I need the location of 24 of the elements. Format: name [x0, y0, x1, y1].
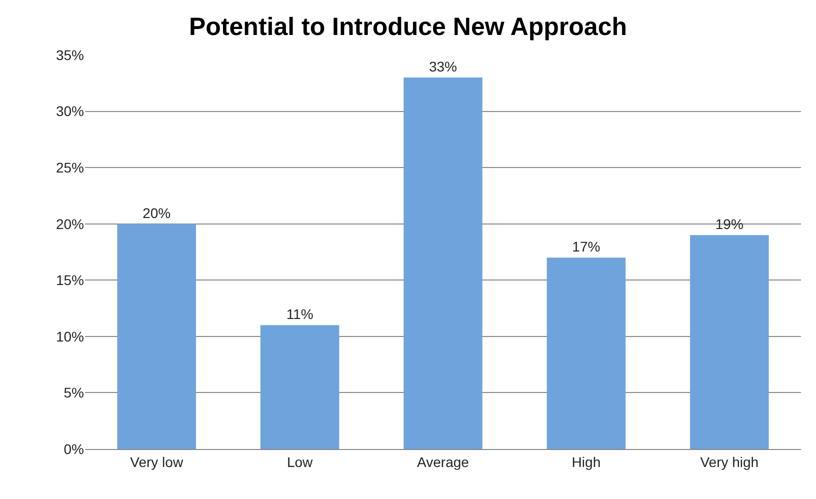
bar	[690, 235, 769, 449]
y-tick-label: 30%	[56, 103, 84, 120]
data-label: 11%	[286, 306, 314, 322]
x-tick-label: Average	[417, 454, 470, 470]
bar	[260, 325, 340, 449]
x-tick-label: Very high	[700, 454, 759, 470]
data-label: 20%	[142, 204, 171, 221]
y-tick-label: 5%	[64, 384, 84, 401]
data-label: 17%	[572, 238, 600, 255]
bar	[117, 224, 196, 449]
y-tick-label: 15%	[56, 272, 84, 288]
y-tick-label: 25%	[56, 159, 84, 176]
x-tick-label: Very low	[130, 454, 184, 470]
x-tick-label: Low	[286, 454, 314, 470]
bar	[404, 78, 482, 449]
data-label: 33%	[428, 58, 458, 75]
y-tick-label: 35%	[56, 46, 84, 63]
y-tick-label: 20%	[56, 216, 84, 232]
x-tick-label: High	[572, 454, 601, 470]
data-label: 19%	[715, 216, 744, 232]
bar	[546, 258, 626, 449]
chart-title: Potential to Introduce New Approach	[189, 12, 627, 41]
y-tick-label: 0%	[64, 440, 84, 457]
y-tick-label: 10%	[56, 328, 84, 344]
